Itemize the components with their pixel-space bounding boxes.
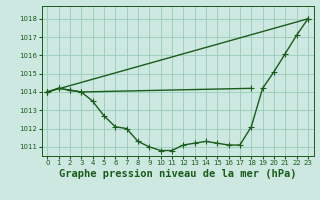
X-axis label: Graphe pression niveau de la mer (hPa): Graphe pression niveau de la mer (hPa): [59, 169, 296, 179]
